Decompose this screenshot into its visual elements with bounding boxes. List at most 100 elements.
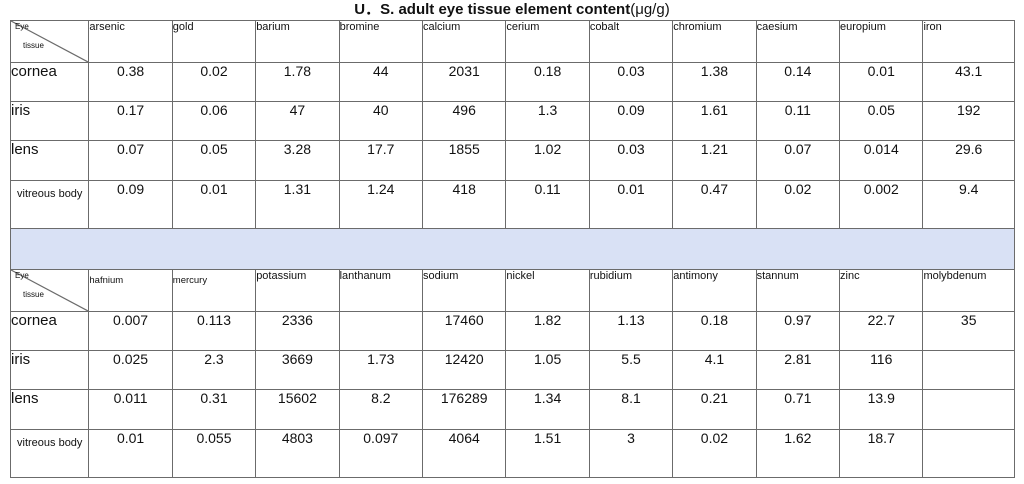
table-row: vitreous body 0.01 0.055 4803 0.097 4064 1.51 3… — [9, 428, 1015, 479]
row-label: iris — [9, 101, 90, 142]
value-cell — [922, 350, 1015, 391]
value-cell: 4803 — [255, 428, 340, 479]
column-header: stannum — [755, 269, 841, 313]
column-header: gold — [171, 19, 257, 64]
corner-label-top: Eye — [15, 22, 29, 31]
value-cell: 0.03 — [588, 140, 674, 181]
table-row: lens 0.011 0.31 15602 8.2 176289 1.34 8.1 0.21 0.… — [9, 389, 1015, 430]
value-cell: 0.02 — [171, 62, 257, 103]
value-cell: 12420 — [421, 350, 507, 391]
column-header: caesium — [755, 19, 841, 64]
value-cell: 1855 — [421, 140, 507, 181]
column-header: molybdenum — [922, 269, 1015, 313]
value-cell: 0.06 — [171, 101, 257, 142]
value-cell: 9.4 — [922, 179, 1015, 229]
value-cell: 1.24 — [338, 179, 424, 229]
value-cell: 4.1 — [672, 350, 757, 391]
value-cell: 17.7 — [338, 140, 424, 181]
value-cell: 3 — [588, 428, 674, 479]
separator-band — [10, 227, 1015, 271]
value-cell: 2.3 — [171, 350, 257, 391]
row-label: cornea — [9, 311, 90, 352]
value-cell: 8.2 — [338, 389, 424, 430]
value-cell: 0.097 — [338, 428, 424, 479]
value-cell: 0.05 — [171, 140, 257, 181]
column-header: hafnium — [88, 269, 173, 313]
corner-cell: Eye tissue — [9, 269, 90, 313]
diagonal-line — [11, 270, 88, 311]
table-body: Eye tissue arsenic gold barium bromine calcium… — [9, 19, 1015, 479]
table-row: cornea 0.38 0.02 1.78 44 2031 0.18 0.03 1.38 0.14… — [9, 62, 1015, 103]
value-cell: 2031 — [421, 62, 507, 103]
value-cell: 1.05 — [505, 350, 590, 391]
header-row: Eye tissue arsenic gold barium bromine calcium… — [9, 19, 1015, 64]
value-cell: 0.113 — [171, 311, 257, 352]
value-cell: 1.34 — [505, 389, 590, 430]
value-cell: 0.025 — [88, 350, 173, 391]
column-header: lanthanum — [338, 269, 424, 313]
value-cell: 2336 — [255, 311, 340, 352]
value-cell — [338, 311, 424, 352]
value-cell — [922, 428, 1015, 479]
table-row: lens 0.07 0.05 3.28 17.7 1855 1.02 0.03 1.21 0.07… — [9, 140, 1015, 181]
value-cell: 13.9 — [839, 389, 924, 430]
value-cell: 0.14 — [755, 62, 841, 103]
value-cell: 0.002 — [839, 179, 924, 229]
value-cell: 1.78 — [255, 62, 340, 103]
value-cell: 15602 — [255, 389, 340, 430]
column-header: zinc — [839, 269, 924, 313]
value-cell: 22.7 — [839, 311, 924, 352]
value-cell: 5.5 — [588, 350, 674, 391]
row-label: iris — [9, 350, 90, 391]
value-cell: 17460 — [421, 311, 507, 352]
value-cell: 1.62 — [755, 428, 841, 479]
value-cell: 0.71 — [755, 389, 841, 430]
value-cell: 44 — [338, 62, 424, 103]
column-header: barium — [255, 19, 340, 64]
value-cell: 0.11 — [505, 179, 590, 229]
value-cell: 0.97 — [755, 311, 841, 352]
value-cell: 0.18 — [672, 311, 757, 352]
column-header: sodium — [421, 269, 507, 313]
value-cell: 1.73 — [338, 350, 424, 391]
value-cell: 0.11 — [755, 101, 841, 142]
value-cell: 1.51 — [505, 428, 590, 479]
value-cell: 0.02 — [755, 179, 841, 229]
value-cell: 3669 — [255, 350, 340, 391]
corner-label-bottom: tissue — [23, 41, 44, 50]
table-row: cornea 0.007 0.113 2336 17460 1.82 1.13 0.18 0.9… — [9, 311, 1015, 352]
value-cell: 47 — [255, 101, 340, 142]
row-label: lens — [9, 389, 90, 430]
column-header: cobalt — [588, 19, 674, 64]
column-header: mercury — [171, 269, 257, 313]
column-header: antimony — [672, 269, 757, 313]
value-cell: 40 — [338, 101, 424, 142]
value-cell: 0.01 — [171, 179, 257, 229]
value-cell: 1.3 — [505, 101, 590, 142]
column-header: cerium — [505, 19, 590, 64]
value-cell: 0.18 — [505, 62, 590, 103]
value-cell: 1.38 — [672, 62, 757, 103]
value-cell: 1.61 — [672, 101, 757, 142]
separator-row — [10, 227, 1015, 271]
column-header: chromium — [672, 19, 757, 64]
value-cell: 35 — [922, 311, 1015, 352]
value-cell: 29.6 — [922, 140, 1015, 181]
table-row: iris 0.025 2.3 3669 1.73 12420 1.05 5.5 4.1 2.81 1… — [9, 350, 1015, 391]
value-cell: 0.007 — [88, 311, 173, 352]
value-cell: 0.07 — [88, 140, 173, 181]
title-unit: (μg/g) — [630, 1, 670, 18]
value-cell: 1.13 — [588, 311, 674, 352]
value-cell: 1.82 — [505, 311, 590, 352]
value-cell: 0.09 — [88, 179, 173, 229]
row-label: vitreous body — [9, 428, 90, 479]
table-row: vitreous body 0.09 0.01 1.31 1.24 418 0.11 0.01… — [9, 179, 1015, 229]
column-header: calcium — [421, 19, 507, 64]
column-header: europium — [839, 19, 924, 64]
value-cell: 116 — [839, 350, 924, 391]
value-cell: 0.02 — [672, 428, 757, 479]
value-cell: 0.01 — [839, 62, 924, 103]
value-cell: 0.07 — [755, 140, 841, 181]
value-cell: 8.1 — [588, 389, 674, 430]
value-cell: 43.1 — [922, 62, 1015, 103]
